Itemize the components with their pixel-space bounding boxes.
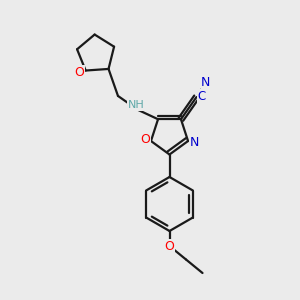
Text: O: O bbox=[165, 239, 174, 253]
Text: O: O bbox=[140, 133, 150, 146]
Text: N: N bbox=[189, 136, 199, 149]
Text: N: N bbox=[201, 76, 211, 88]
Text: NH: NH bbox=[128, 100, 145, 110]
Text: C: C bbox=[198, 90, 206, 103]
Text: O: O bbox=[74, 65, 84, 79]
